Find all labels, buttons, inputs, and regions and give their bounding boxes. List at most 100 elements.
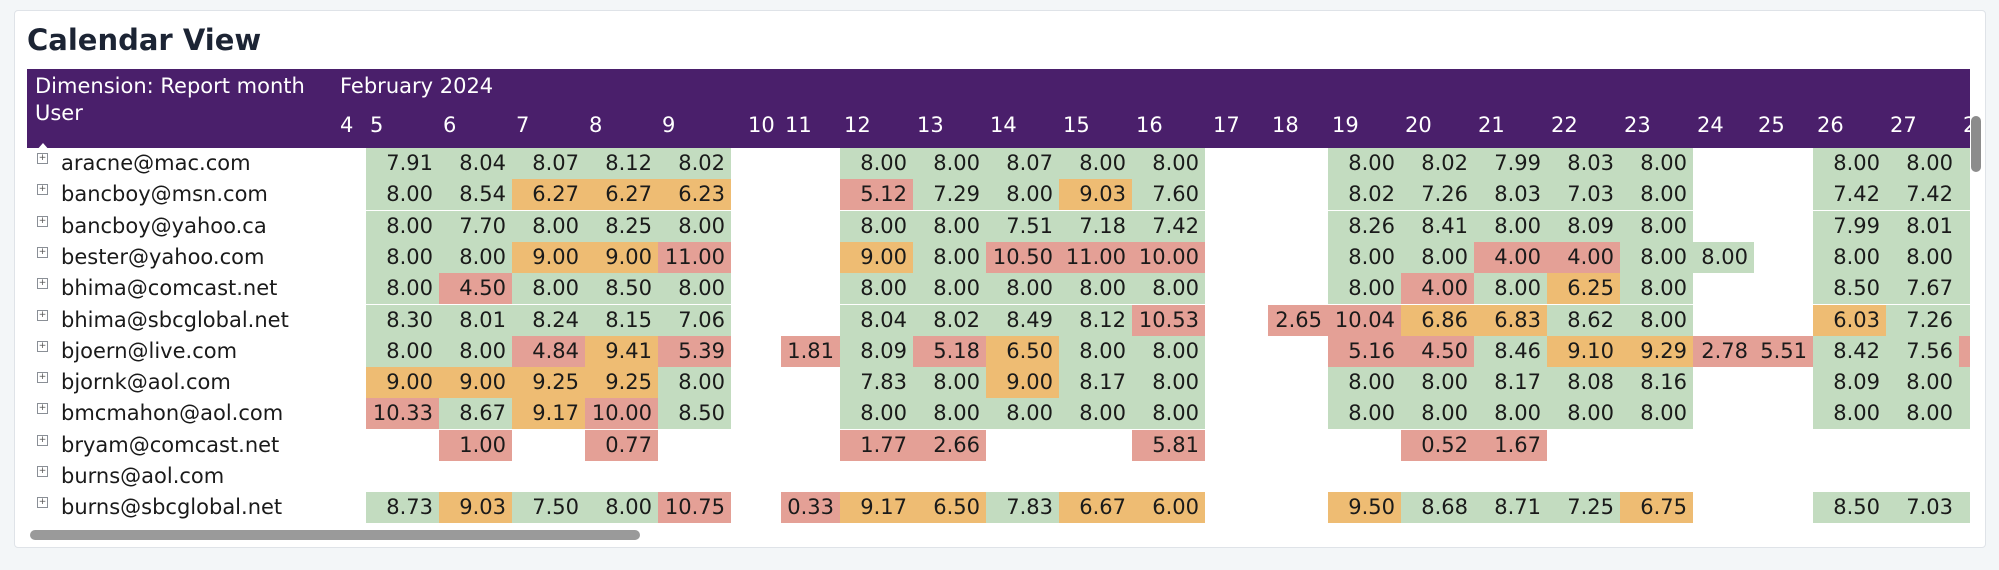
- value-cell[interactable]: 8.50: [658, 398, 731, 430]
- value-cell[interactable]: 2.66: [913, 429, 986, 461]
- value-cell[interactable]: 11.00: [658, 241, 731, 273]
- value-cell[interactable]: 8.17: [1059, 367, 1132, 399]
- value-cell[interactable]: 8.00: [986, 179, 1059, 211]
- value-cell[interactable]: 8.03: [1474, 179, 1547, 211]
- value-cell[interactable]: 7.42: [1886, 179, 1959, 211]
- value-cell[interactable]: 7.03: [1547, 179, 1620, 211]
- value-cell[interactable]: 8.00: [1693, 241, 1754, 273]
- value-cell[interactable]: 8.00: [1059, 398, 1132, 430]
- value-cell[interactable]: 8.00: [439, 241, 512, 273]
- value-cell[interactable]: 4.50: [439, 273, 512, 305]
- value-cell[interactable]: 8.73: [366, 492, 439, 524]
- day-header-12[interactable]: 12: [844, 113, 871, 137]
- value-cell[interactable]: 10.53: [1132, 304, 1205, 336]
- value-cell[interactable]: 8.00: [1132, 335, 1205, 367]
- value-cell[interactable]: 10: [1959, 335, 1970, 367]
- value-cell[interactable]: 6.86: [1401, 304, 1474, 336]
- month-header[interactable]: February 2024: [340, 74, 494, 98]
- plus-box-icon[interactable]: +: [37, 246, 48, 258]
- value-cell[interactable]: 0.77: [585, 429, 658, 461]
- value-cell[interactable]: 7.99: [1813, 210, 1886, 242]
- value-cell[interactable]: 7.51: [986, 210, 1059, 242]
- value-cell[interactable]: 8.01: [1886, 210, 1959, 242]
- value-cell[interactable]: 8.00: [913, 210, 986, 242]
- value-cell[interactable]: 10.04: [1328, 304, 1401, 336]
- value-cell[interactable]: 7.42: [1132, 210, 1205, 242]
- value-cell[interactable]: 8.00: [1813, 398, 1886, 430]
- value-cell[interactable]: 5.12: [840, 179, 913, 211]
- value-cell[interactable]: 6.25: [1547, 273, 1620, 305]
- value-cell[interactable]: 9.00: [585, 241, 658, 273]
- value-cell[interactable]: 8.03: [1547, 148, 1620, 179]
- day-header-27[interactable]: 27: [1890, 113, 1917, 137]
- value-cell[interactable]: 9.00: [986, 367, 1059, 399]
- value-cell[interactable]: 8.02: [1401, 148, 1474, 179]
- value-cell[interactable]: 1.00: [439, 429, 512, 461]
- value-cell[interactable]: 0.33: [781, 492, 840, 524]
- value-cell[interactable]: 8.00: [366, 273, 439, 305]
- plus-box-icon[interactable]: +: [37, 309, 48, 321]
- value-cell[interactable]: 8.00: [658, 210, 731, 242]
- value-cell[interactable]: 7.26: [1401, 179, 1474, 211]
- value-cell[interactable]: 9.00: [840, 241, 913, 273]
- value-cell[interactable]: 8.02: [913, 304, 986, 336]
- value-cell[interactable]: 8.00: [1132, 367, 1205, 399]
- value-cell[interactable]: 8.00: [840, 148, 913, 179]
- value-cell[interactable]: 8.67: [439, 398, 512, 430]
- horizontal-scrollbar[interactable]: [30, 530, 640, 540]
- vertical-scrollbar[interactable]: [1971, 116, 1981, 172]
- value-cell[interactable]: 6.67: [1059, 492, 1132, 524]
- value-cell[interactable]: 8.07: [986, 148, 1059, 179]
- value-cell[interactable]: 8.00: [1620, 304, 1693, 336]
- value-cell[interactable]: 6.27: [585, 179, 658, 211]
- value-cell[interactable]: 8.00: [913, 148, 986, 179]
- value-cell[interactable]: 8.04: [840, 304, 913, 336]
- user-column-header[interactable]: User: [35, 101, 83, 125]
- value-cell[interactable]: 8.25: [585, 210, 658, 242]
- value-cell[interactable]: 8.00: [1620, 241, 1693, 273]
- value-cell[interactable]: 7.67: [1886, 273, 1959, 305]
- value-cell[interactable]: 8.12: [585, 148, 658, 179]
- value-cell[interactable]: 8.00: [840, 398, 913, 430]
- value-cell[interactable]: 6.50: [913, 492, 986, 524]
- value-cell[interactable]: 2.65: [1268, 304, 1328, 336]
- value-cell[interactable]: 9.17: [840, 492, 913, 524]
- plus-box-icon[interactable]: +: [37, 278, 48, 290]
- plus-box-icon[interactable]: +: [37, 153, 48, 164]
- value-cell[interactable]: 8.00: [366, 335, 439, 367]
- value-cell[interactable]: 8.42: [1813, 335, 1886, 367]
- value-cell[interactable]: 8.00: [1059, 273, 1132, 305]
- value-cell[interactable]: 10.75: [658, 492, 731, 524]
- value-cell[interactable]: 8.15: [585, 304, 658, 336]
- day-header-23[interactable]: 23: [1624, 113, 1651, 137]
- day-header-20[interactable]: 20: [1405, 113, 1432, 137]
- value-cell[interactable]: 8.00: [1132, 398, 1205, 430]
- day-header-26[interactable]: 26: [1817, 113, 1844, 137]
- value-cell[interactable]: 8.00: [840, 210, 913, 242]
- value-cell[interactable]: 6.23: [658, 179, 731, 211]
- value-cell[interactable]: 7.50: [512, 492, 585, 524]
- value-cell[interactable]: 9.41: [585, 335, 658, 367]
- value-cell[interactable]: 8.00: [658, 367, 731, 399]
- value-cell[interactable]: 7.26: [1886, 304, 1959, 336]
- value-cell[interactable]: 6.00: [1132, 492, 1205, 524]
- value-cell[interactable]: 8.00: [366, 241, 439, 273]
- day-header-6[interactable]: 6: [443, 113, 457, 137]
- plus-box-icon[interactable]: +: [37, 403, 48, 415]
- value-cell[interactable]: 8.00: [1474, 210, 1547, 242]
- value-cell[interactable]: 8.00: [1132, 273, 1205, 305]
- value-cell[interactable]: 2.78: [1693, 335, 1754, 367]
- value-cell[interactable]: 5.39: [658, 335, 731, 367]
- value-cell[interactable]: 5.18: [913, 335, 986, 367]
- value-cell[interactable]: 10.50: [986, 241, 1059, 273]
- value-cell[interactable]: 5.51: [1754, 335, 1813, 367]
- value-cell[interactable]: 9.03: [439, 492, 512, 524]
- value-cell[interactable]: 8.00: [585, 492, 658, 524]
- value-cell[interactable]: 7.29: [913, 179, 986, 211]
- value-cell[interactable]: [1959, 367, 1970, 399]
- plus-box-icon[interactable]: +: [37, 466, 48, 477]
- value-cell[interactable]: 8.46: [1474, 335, 1547, 367]
- value-cell[interactable]: [1959, 210, 1970, 242]
- value-cell[interactable]: 8.00: [1132, 148, 1205, 179]
- value-cell[interactable]: 8.00: [1474, 398, 1547, 430]
